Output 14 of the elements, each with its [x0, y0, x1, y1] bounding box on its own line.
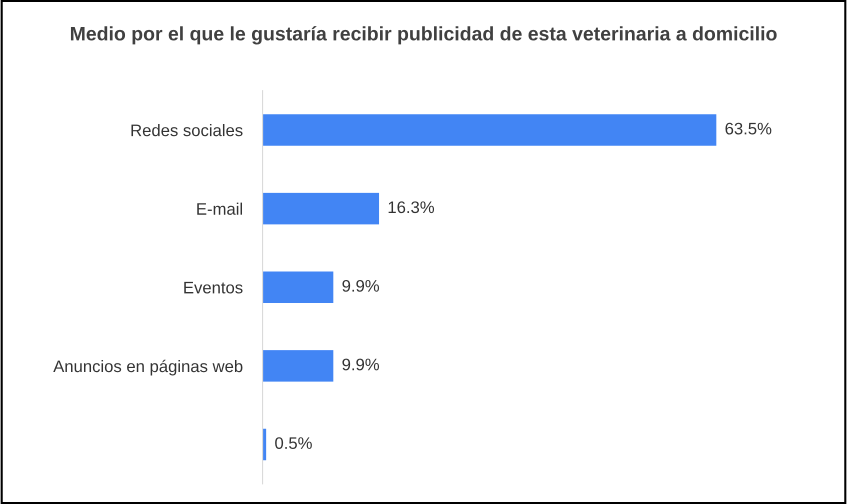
bar	[262, 114, 716, 146]
y-tick-label: Anuncios en páginas web	[53, 360, 242, 376]
y-tick-label: Eventos	[184, 282, 243, 294]
data-label: 0.5%	[275, 437, 312, 449]
bar	[262, 272, 334, 304]
data-label: 9.9%	[342, 358, 380, 370]
y-tick-label: Redes sociales	[131, 124, 243, 136]
data-label: 16.3%	[388, 201, 434, 214]
data-label: 63.5%	[726, 122, 772, 135]
data-label: 9.9%	[342, 280, 380, 292]
chart-title: Medio por el que le gustaría recibir publicidad de esta veterinaria a domicilio	[70, 26, 777, 44]
bar	[262, 192, 380, 224]
bar	[262, 350, 334, 382]
y-tick-label: E-mail	[197, 202, 242, 215]
